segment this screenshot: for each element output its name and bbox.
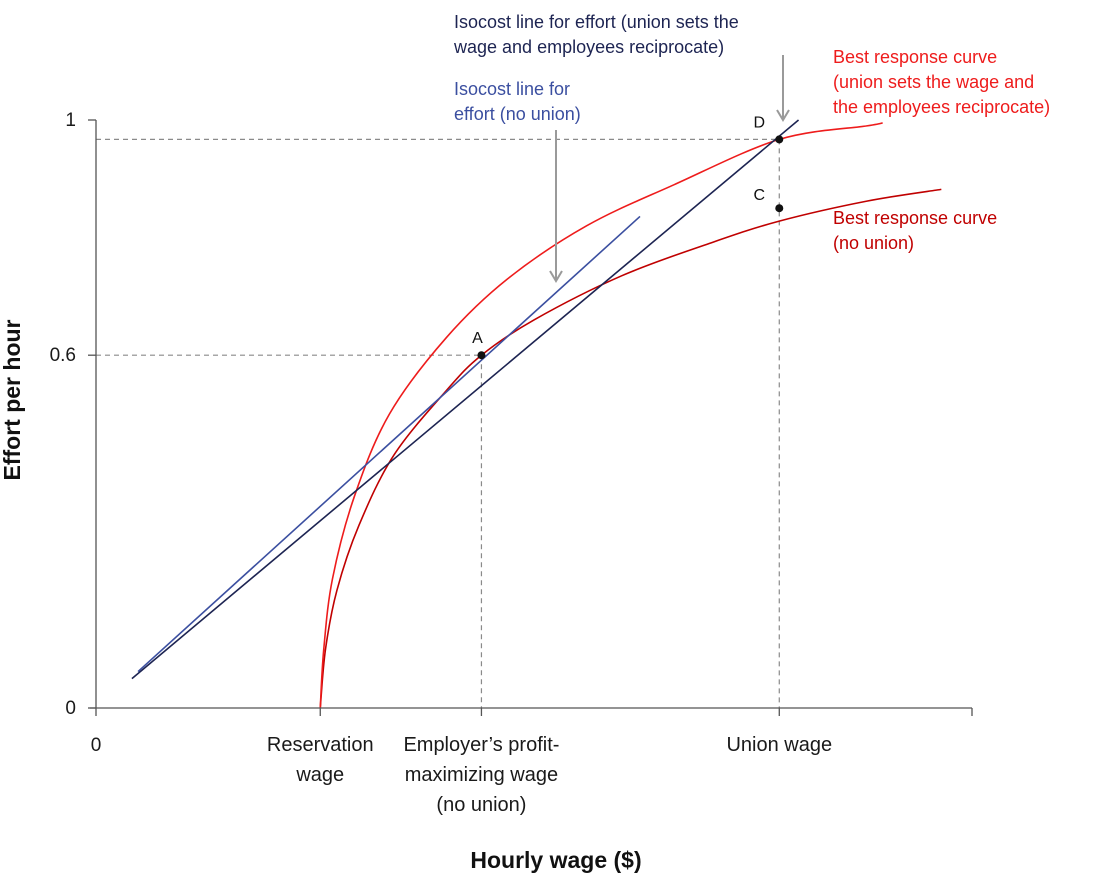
series-isocost-no-union	[137, 215, 641, 673]
arrow-head-isocost-union	[776, 109, 790, 122]
point-c	[775, 204, 784, 213]
annotation-isocost-union: Isocost line for effort (union sets the w…	[453, 12, 739, 57]
annotation-br-no-union: Best response curve (no union)	[833, 208, 997, 253]
y-tick-label: 1	[65, 110, 76, 131]
axis-ticks: 0 0.6 1 Reservation wage Employer’s profit-ma…	[50, 110, 973, 816]
x-tick-label-union: Union wage	[726, 734, 832, 756]
y-tick-label: 0	[65, 698, 76, 719]
annotation-arrows	[549, 55, 790, 283]
series-curves	[131, 119, 942, 709]
series-isocost-union	[131, 119, 800, 680]
data-points: A C D	[472, 114, 784, 360]
y-tick-label: 0.6	[50, 345, 76, 366]
axes	[90, 120, 972, 709]
y-axis-title: Effort per hour	[0, 319, 25, 480]
arrow-head-isocost-no-union	[549, 270, 563, 283]
point-label-c: C	[753, 187, 765, 204]
annotation-br-union: Best response curve (union sets the wage …	[833, 47, 1050, 117]
point-d	[775, 135, 784, 144]
point-label-d: D	[753, 114, 765, 131]
guide-lines	[96, 138, 780, 708]
series-br-no-union	[319, 188, 942, 709]
series-br-union	[319, 122, 883, 709]
annotations: Isocost line for effort (union sets the w…	[453, 12, 1050, 253]
x-axis-title: Hourly wage ($)	[470, 847, 641, 873]
x-tick-label-profit-max: Employer’s profit-maximizing wage (no uni…	[403, 734, 559, 816]
annotation-isocost-no-union: Isocost line for effort (no union)	[454, 79, 581, 124]
x-tick-label-reservation: Reservation wage	[267, 734, 374, 786]
x-origin-label: 0	[91, 735, 102, 756]
point-label-a: A	[472, 330, 483, 347]
point-a	[477, 351, 486, 360]
